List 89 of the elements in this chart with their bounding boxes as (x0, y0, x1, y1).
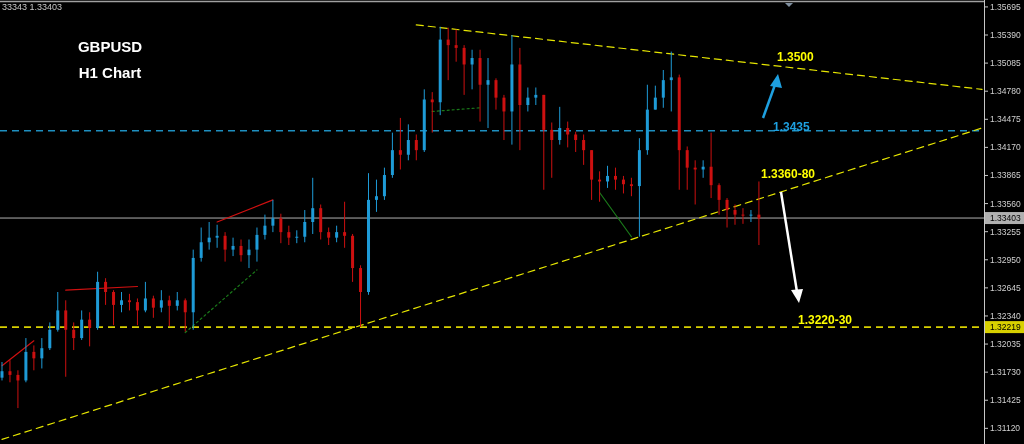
candlestick (550, 122, 554, 179)
candlestick (311, 177, 315, 235)
y-tick-label: 1.33560 (990, 198, 1021, 209)
candlestick (494, 77, 498, 111)
ref-line-label: 1.33403 (990, 213, 1021, 224)
candlestick (526, 87, 530, 112)
candlestick (40, 337, 44, 369)
candlestick (430, 91, 434, 134)
candlestick (271, 199, 275, 233)
candlestick (303, 209, 307, 243)
y-tick-label: 1.34475 (990, 114, 1021, 125)
candlestick (135, 297, 139, 326)
candlestick (64, 299, 68, 378)
candlestick (255, 227, 259, 263)
candlestick (88, 311, 92, 347)
candlestick (56, 291, 60, 333)
candlestick (287, 225, 291, 246)
annotation: 1.3500 (777, 50, 815, 64)
candlestick (72, 321, 76, 351)
candlestick (566, 121, 570, 148)
candlestick (406, 123, 410, 161)
candlestick (295, 229, 299, 244)
candlestick (343, 201, 347, 249)
ref-line-label: 1.32219 (990, 322, 1021, 333)
candlestick (733, 204, 737, 226)
candlestick (574, 131, 578, 153)
candlestick (0, 361, 4, 381)
candlestick (558, 106, 562, 146)
candlestick (112, 289, 116, 326)
candlestick (653, 85, 657, 111)
candlestick (398, 117, 402, 170)
candlestick (374, 179, 378, 213)
candlestick (183, 297, 187, 333)
annotation: 1.3360-80 (761, 167, 816, 181)
y-tick-label: 1.34170 (990, 142, 1021, 153)
candlestick (167, 295, 171, 327)
candlestick (359, 264, 363, 328)
y-tick-label: 1.35085 (990, 58, 1021, 69)
annotation: 33343 1.33403 (2, 2, 63, 12)
y-tick-label: 1.33865 (990, 170, 1021, 181)
candlestick (661, 69, 665, 109)
candlestick (502, 94, 506, 141)
candlestick (685, 145, 689, 191)
candlestick (48, 321, 52, 351)
y-tick-label: 1.32645 (990, 282, 1021, 293)
candlestick (725, 197, 729, 229)
candlestick (669, 51, 673, 112)
candlestick (582, 133, 586, 166)
y-tick-label: 1.31730 (990, 367, 1021, 378)
y-tick-label: 1.35390 (990, 29, 1021, 40)
candlestick (199, 227, 203, 263)
candlestick (382, 167, 386, 201)
y-tick-label: 1.32340 (990, 310, 1021, 321)
text: H1 Chart (78, 64, 142, 81)
candlestick (159, 289, 163, 313)
candlestick (709, 132, 713, 199)
candlestick (120, 291, 124, 313)
candlestick (749, 209, 753, 223)
candlestick (614, 167, 617, 191)
candlestick (143, 281, 147, 313)
candlestick (215, 224, 219, 249)
candlestick (470, 49, 474, 90)
candlestick (486, 57, 490, 129)
candlestick (231, 237, 235, 257)
candlestick (629, 177, 633, 197)
candlestick (741, 207, 745, 225)
candlestick (279, 213, 283, 244)
candlestick (319, 204, 323, 240)
y-tick-label: 1.32950 (990, 254, 1021, 265)
candlestick (462, 44, 466, 96)
y-tick-label: 1.33255 (990, 226, 1021, 237)
candlestick (239, 239, 243, 263)
y-tick-label: 1.31120 (990, 423, 1021, 434)
candlestick (175, 291, 179, 311)
y-tick-label: 1.35695 (990, 1, 1021, 12)
y-tick-label: 1.32035 (990, 339, 1021, 350)
candlestick (263, 214, 267, 240)
annotation: 1.3220-30 (798, 313, 853, 327)
candlestick (223, 231, 227, 263)
annotation: 1.3435 (773, 120, 811, 134)
candlestick (717, 182, 721, 216)
candlestick (32, 344, 36, 371)
candlestick (80, 309, 84, 341)
text: GBPUSD (77, 38, 143, 55)
candlestick (151, 295, 155, 319)
candlestick (454, 28, 458, 63)
candlestick (414, 133, 418, 161)
y-tick-label: 1.34780 (990, 86, 1021, 97)
y-tick-label: 1.31425 (990, 395, 1021, 406)
